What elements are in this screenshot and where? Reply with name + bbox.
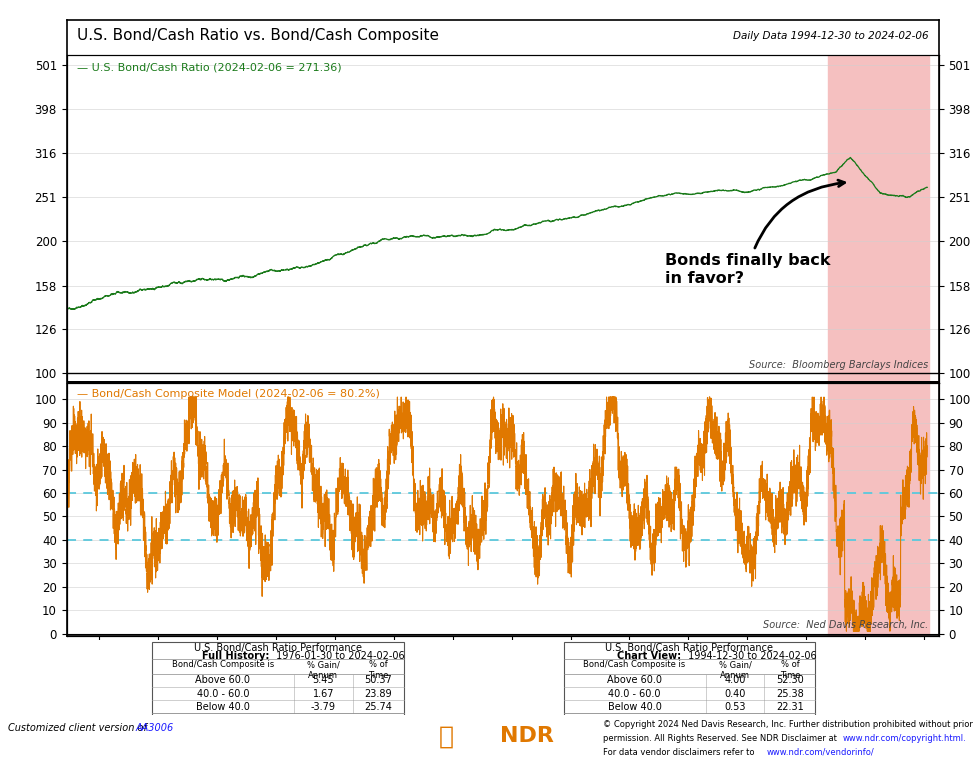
- Bar: [828, 55, 928, 383]
- Text: -3.79: -3.79: [311, 702, 336, 712]
- Text: — U.S. Bond/Cash Ratio (2024-02-06 = 271.36): — U.S. Bond/Cash Ratio (2024-02-06 = 271…: [77, 63, 342, 73]
- Text: 40.0 - 60.0: 40.0 - 60.0: [609, 689, 661, 699]
- Text: 1.67: 1.67: [313, 689, 334, 699]
- Text: Above 60.0: Above 60.0: [195, 675, 251, 685]
- Text: www.ndr.com/vendorinfo/: www.ndr.com/vendorinfo/: [766, 748, 874, 757]
- Text: AA3006: AA3006: [135, 723, 173, 733]
- Text: Above 60.0: Above 60.0: [607, 675, 662, 685]
- Text: Full History:: Full History:: [202, 651, 272, 661]
- Text: U.S. Bond/Cash Ratio Performance: U.S. Bond/Cash Ratio Performance: [194, 643, 362, 653]
- Text: 23.89: 23.89: [365, 689, 392, 699]
- Text: — Bond/Cash Composite Model (2024-02-06 = 80.2%): — Bond/Cash Composite Model (2024-02-06 …: [77, 389, 380, 399]
- Text: % of
Time: % of Time: [780, 660, 800, 680]
- Text: © Copyright 2024 Ned Davis Research, Inc. Further distribution prohibited withou: © Copyright 2024 Ned Davis Research, Inc…: [603, 719, 972, 728]
- Text: 1976-01-30 to 2024-02-06: 1976-01-30 to 2024-02-06: [272, 651, 405, 661]
- Text: Chart View:: Chart View:: [617, 651, 684, 661]
- Text: Below 40.0: Below 40.0: [196, 702, 250, 712]
- Text: Buy/Hold = 2.10% Gain/Annum: Buy/Hold = 2.10% Gain/Annum: [201, 715, 355, 725]
- Bar: [828, 383, 928, 636]
- Text: 25.38: 25.38: [776, 689, 804, 699]
- Text: 🦅: 🦅: [438, 724, 454, 748]
- Bar: [152, 642, 404, 727]
- Text: NDR: NDR: [500, 726, 554, 746]
- Bar: [564, 674, 815, 687]
- Text: www.ndr.com/copyright.html.: www.ndr.com/copyright.html.: [843, 734, 966, 743]
- Bar: [152, 674, 404, 687]
- Text: % of
Time: % of Time: [368, 660, 388, 680]
- Text: Daily Data 1994-12-30 to 2024-02-06: Daily Data 1994-12-30 to 2024-02-06: [733, 31, 928, 41]
- Text: U.S. Bond/Cash Ratio vs. Bond/Cash Composite: U.S. Bond/Cash Ratio vs. Bond/Cash Compo…: [77, 28, 439, 43]
- Text: 50.37: 50.37: [365, 675, 392, 685]
- Text: U.S. Bond/Cash Ratio Performance: U.S. Bond/Cash Ratio Performance: [606, 643, 773, 653]
- Text: % Gain/
Annum: % Gain/ Annum: [718, 660, 752, 680]
- Text: Bonds finally back
in favor?: Bonds finally back in favor?: [664, 180, 845, 285]
- Text: 0.40: 0.40: [724, 689, 746, 699]
- Text: Buy/Hold = 2.29% Gain/Annum: Buy/Hold = 2.29% Gain/Annum: [612, 715, 766, 725]
- Text: 22.31: 22.31: [776, 702, 804, 712]
- Text: 0.53: 0.53: [724, 702, 746, 712]
- Text: % Gain/
Annum: % Gain/ Annum: [307, 660, 340, 680]
- Text: 40.0 - 60.0: 40.0 - 60.0: [197, 689, 249, 699]
- Text: Below 40.0: Below 40.0: [608, 702, 662, 712]
- Text: Customized client version of: Customized client version of: [8, 723, 150, 733]
- Text: For data vendor disclaimers refer to: For data vendor disclaimers refer to: [603, 748, 757, 757]
- Text: 5.45: 5.45: [313, 675, 334, 685]
- Text: Source:  Ned Davis Research, Inc.: Source: Ned Davis Research, Inc.: [763, 619, 928, 630]
- Text: Bond/Cash Composite is: Bond/Cash Composite is: [172, 660, 274, 669]
- Text: 4.00: 4.00: [724, 675, 746, 685]
- Text: 1994-12-30 to 2024-02-06: 1994-12-30 to 2024-02-06: [684, 651, 816, 661]
- Text: permission. All Rights Reserved. See NDR Disclaimer at: permission. All Rights Reserved. See NDR…: [603, 734, 842, 743]
- Text: Bond/Cash Composite is: Bond/Cash Composite is: [583, 660, 686, 669]
- Text: Source:  Bloomberg Barclays Indices: Source: Bloomberg Barclays Indices: [749, 360, 928, 370]
- Text: 52.30: 52.30: [776, 675, 804, 685]
- Text: 25.74: 25.74: [365, 702, 392, 712]
- Bar: [564, 642, 815, 727]
